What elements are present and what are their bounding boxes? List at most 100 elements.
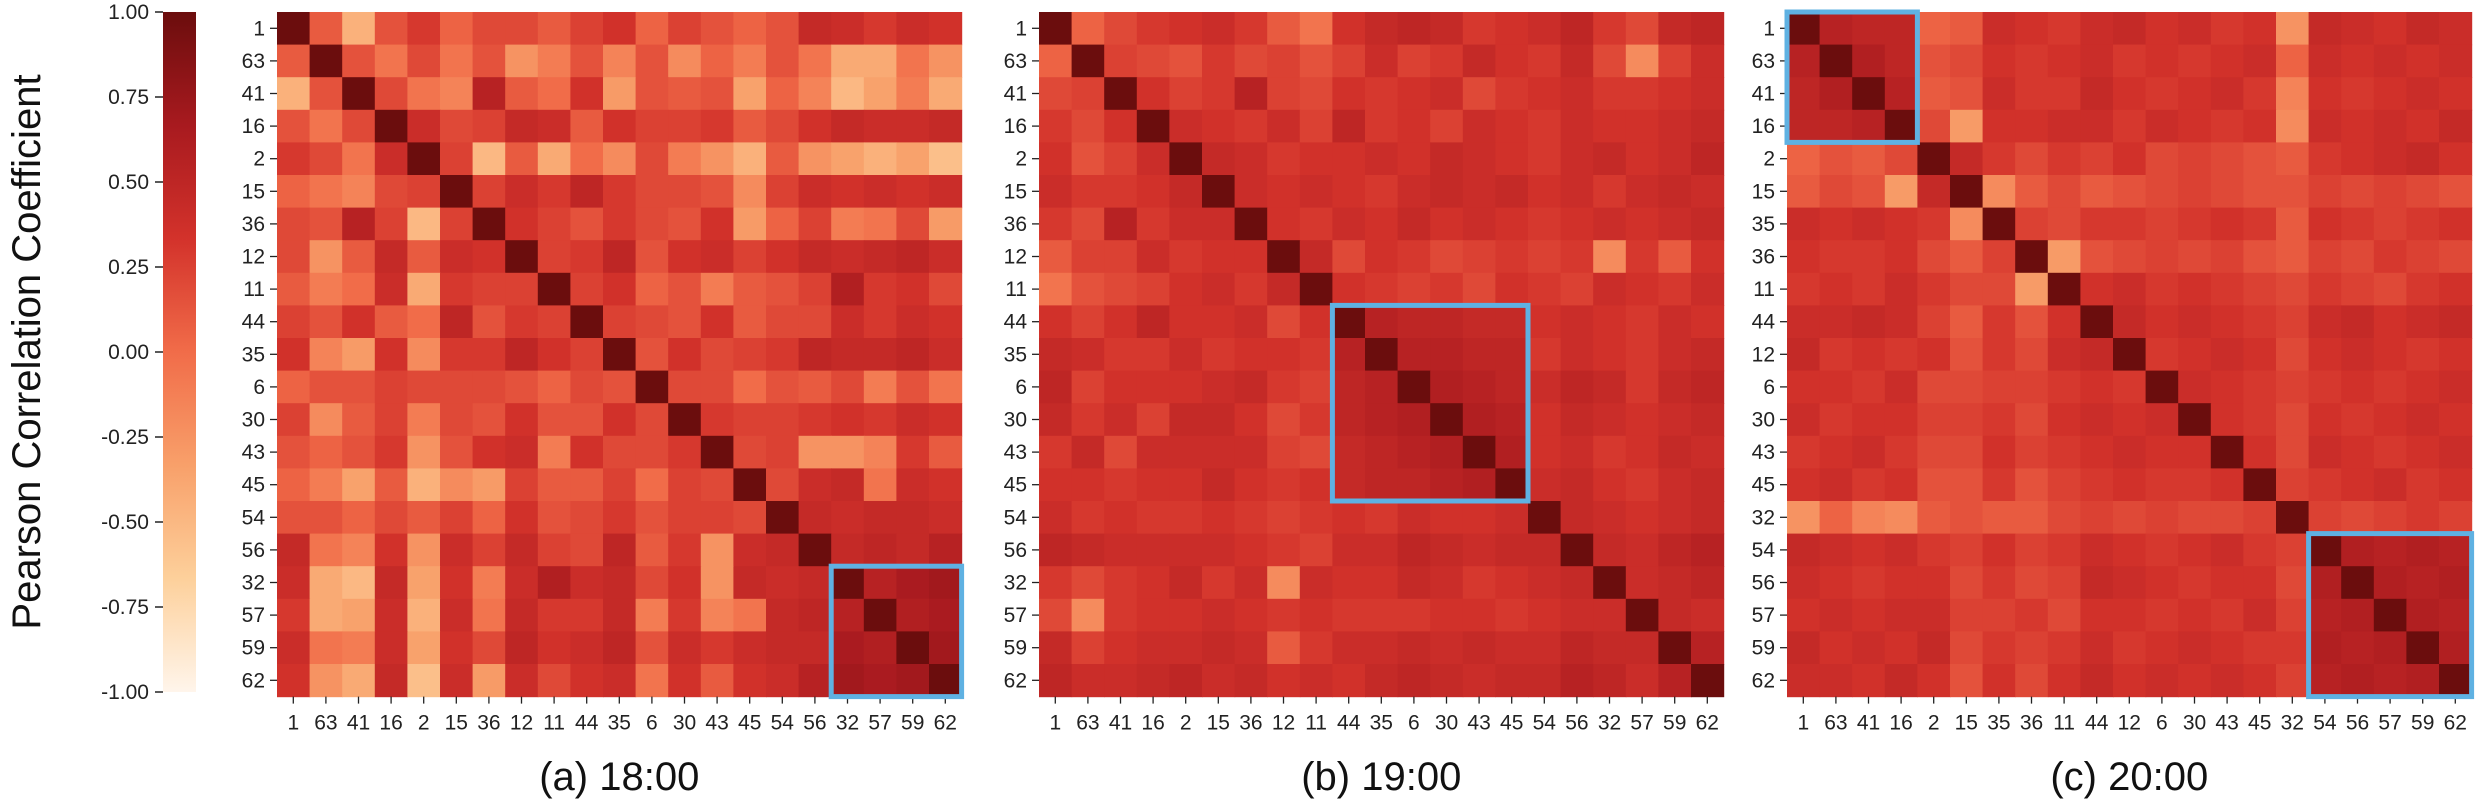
heatmap-cell xyxy=(1884,109,1918,143)
heatmap-cell xyxy=(2210,501,2244,535)
heatmap-cell xyxy=(1917,175,1951,209)
heatmap-cell xyxy=(570,566,604,600)
x-tick-label: 59 xyxy=(901,712,924,735)
heatmap-cell xyxy=(2210,207,2244,241)
heatmap-cell xyxy=(2145,44,2179,78)
heatmap-cell xyxy=(505,305,539,339)
heatmap-cell xyxy=(1625,338,1659,372)
heatmap-cell xyxy=(440,566,474,600)
y-tick-label: 2 xyxy=(253,148,265,171)
heatmap-cell xyxy=(2178,272,2212,306)
heatmap-cell xyxy=(2308,533,2342,567)
heatmap-cell xyxy=(2308,272,2342,306)
heatmap-cell xyxy=(1593,501,1627,535)
heatmap-cell xyxy=(1397,338,1431,372)
heatmap-cell xyxy=(1104,77,1138,111)
heatmap-cell xyxy=(1332,566,1366,600)
heatmap-cell xyxy=(1136,12,1170,46)
heatmap-cell xyxy=(2406,468,2440,502)
y-tick-label: 41 xyxy=(1752,83,1775,106)
heatmap-cell xyxy=(374,175,408,209)
heatmap-cell xyxy=(1787,403,1821,437)
heatmap-cell xyxy=(896,338,930,372)
heatmap-cell xyxy=(2341,272,2375,306)
heatmap-cell xyxy=(1299,12,1333,46)
x-tick-label: 43 xyxy=(705,712,728,735)
x-tick-label: 12 xyxy=(1272,712,1295,735)
heatmap-cell xyxy=(1365,207,1399,241)
heatmap-cell xyxy=(2308,240,2342,274)
heatmap-cell xyxy=(1169,175,1203,209)
heatmap-cell xyxy=(1267,175,1301,209)
heatmap-cell xyxy=(2243,109,2277,143)
heatmap-cell xyxy=(733,207,767,241)
heatmap-cell xyxy=(1593,468,1627,502)
y-tick-label: 30 xyxy=(1752,409,1775,432)
heatmap-cell xyxy=(1560,435,1594,469)
x-tick-label: 63 xyxy=(1076,712,1099,735)
heatmap-cell xyxy=(537,370,571,404)
heatmap-cell xyxy=(1528,305,1562,339)
heatmap-cell xyxy=(1593,631,1627,665)
heatmap-cell xyxy=(863,12,897,46)
heatmap-cell xyxy=(505,468,539,502)
heatmap-cell xyxy=(831,175,865,209)
x-tick-label: 63 xyxy=(314,712,337,735)
heatmap-cell xyxy=(896,142,930,176)
heatmap-cell xyxy=(1950,468,1984,502)
heatmap-cell xyxy=(472,566,506,600)
heatmap-cell xyxy=(440,142,474,176)
heatmap-cell xyxy=(277,533,311,567)
heatmap-cell xyxy=(342,403,376,437)
heatmap-cell xyxy=(1625,403,1659,437)
heatmap-cell xyxy=(2373,631,2407,665)
heatmap-cell xyxy=(1691,240,1725,274)
heatmap-cell xyxy=(407,305,441,339)
heatmap-cell xyxy=(1819,533,1853,567)
heatmap-cell xyxy=(831,403,865,437)
heatmap-cell xyxy=(1950,598,1984,632)
heatmap-cell xyxy=(1169,77,1203,111)
heatmap-cell xyxy=(635,44,669,78)
heatmap-cell xyxy=(309,305,343,339)
heatmap-cell xyxy=(2406,501,2440,535)
heatmap-cell xyxy=(700,403,734,437)
heatmap-cell xyxy=(505,403,539,437)
heatmap-cell xyxy=(2015,664,2049,698)
heatmap-cell xyxy=(798,468,832,502)
heatmap-cell xyxy=(1884,533,1918,567)
heatmap-cell xyxy=(1884,240,1918,274)
heatmap-cell xyxy=(1528,272,1562,306)
heatmap-cell xyxy=(1462,468,1496,502)
heatmap-cell xyxy=(1039,566,1073,600)
heatmap-cell xyxy=(1691,468,1725,502)
heatmap-cell xyxy=(1691,77,1725,111)
heatmap-cell xyxy=(1365,468,1399,502)
heatmap-cell xyxy=(1365,272,1399,306)
heatmap-cell xyxy=(2406,664,2440,698)
heatmap-cell xyxy=(668,403,702,437)
y-tick-label: 11 xyxy=(1005,278,1027,301)
y-tick-label: 62 xyxy=(1752,669,1775,692)
heatmap-cell xyxy=(2276,109,2310,143)
heatmap-cell xyxy=(309,77,343,111)
heatmap-cell xyxy=(1104,566,1138,600)
heatmap-cell xyxy=(1430,631,1464,665)
heatmap-cell xyxy=(1202,44,1236,78)
heatmap-cell xyxy=(2243,631,2277,665)
heatmap-cell xyxy=(1625,468,1659,502)
y-tick-label: 11 xyxy=(1753,278,1775,301)
x-tick-label: 11 xyxy=(1305,712,1327,735)
heatmap-cell xyxy=(1917,501,1951,535)
heatmap-cell xyxy=(1202,631,1236,665)
heatmap-cell xyxy=(1917,44,1951,78)
heatmap-cell xyxy=(668,240,702,274)
heatmap-cell xyxy=(863,240,897,274)
heatmap-cell xyxy=(1917,240,1951,274)
y-tick-label: 56 xyxy=(1752,572,1775,595)
heatmap-cell xyxy=(2308,631,2342,665)
heatmap-cell xyxy=(342,338,376,372)
heatmap-cell xyxy=(1169,12,1203,46)
heatmap-cell xyxy=(1950,631,1984,665)
heatmap-cell xyxy=(1462,370,1496,404)
